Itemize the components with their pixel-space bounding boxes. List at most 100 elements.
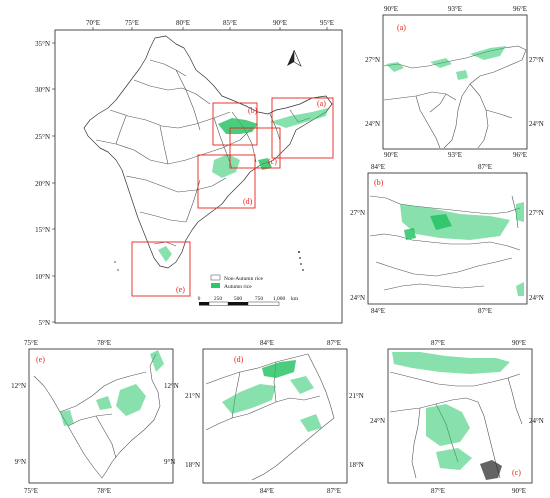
focus-box-b	[212, 102, 258, 146]
main-lon-tick: 70°E	[86, 19, 100, 27]
main-lon-tick: 90°E	[273, 19, 287, 27]
main-lon-tick: 80°E	[176, 19, 190, 27]
panel-b-left-tick: 24°N	[350, 294, 365, 302]
islands	[114, 251, 304, 271]
panel-d-right-tick: 21°N	[349, 392, 364, 400]
main-lat-tick: 10°N	[35, 273, 50, 281]
focus-box-e	[131, 241, 191, 297]
main-lat-tick: 30°N	[35, 86, 50, 94]
box-label-b: (b)	[248, 106, 258, 115]
main-map: 70°E 75°E 80°E 85°E 90°E 95°E 35°N 30°N …	[35, 19, 343, 327]
scale-label: 1,000	[273, 296, 286, 302]
panel-d-rice	[222, 360, 322, 432]
panel-b-right-tick: 24°N	[529, 294, 544, 302]
panel-a-right-tick: 24°N	[529, 120, 544, 128]
panel-a-rice	[386, 46, 506, 80]
scale-label: 250	[214, 296, 223, 302]
panel-a-bottom-tick: 90°E	[384, 151, 398, 159]
panel-a-top-tick: 90°E	[384, 5, 398, 13]
panel-e-top-tick: 78°E	[97, 339, 111, 347]
panel-a-bottom-tick: 93°E	[448, 151, 462, 159]
panel-e: 75°E 78°E 75°E 78°E 12°N 9°N 12°N 9°N (e…	[11, 339, 179, 495]
legend-swatch-non-autumn	[210, 274, 221, 281]
panel-d-frame	[202, 348, 348, 484]
panel-a-left-tick: 27°N	[365, 56, 380, 64]
main-lat-tick: 35°N	[35, 40, 50, 48]
panel-a-top-tick: 96°E	[513, 5, 527, 13]
panel-c-left-tick: 24°N	[370, 417, 385, 425]
panel-b-rice	[400, 202, 524, 296]
legend: Non-Autumn rice Autumn rice	[210, 274, 264, 290]
panel-e-left-tick: 9°N	[15, 458, 26, 466]
panel-c-bottom-tick: 90°E	[512, 487, 526, 495]
panel-a-top-tick: 93°E	[448, 5, 462, 13]
panel-e-right-tick: 12°N	[164, 382, 179, 390]
main-lon-tick: 85°E	[223, 19, 237, 27]
panel-d-bottom-tick: 84°E	[260, 487, 274, 495]
main-lon-tick: 95°E	[320, 19, 334, 27]
panel-b: 84°E 87°E 84°E 87°E 27°N 24°N 27°N 24°N …	[350, 163, 544, 315]
panel-e-boundaries	[33, 353, 161, 479]
panel-e-top-tick: 75°E	[24, 339, 38, 347]
panel-c-bottom-tick: 87°E	[431, 487, 445, 495]
panel-c-boundaries	[389, 371, 523, 479]
panel-d-bottom-tick: 87°E	[327, 487, 341, 495]
main-lat-tick: 15°N	[35, 226, 50, 234]
panel-b-top-tick: 87°E	[478, 163, 492, 171]
panel-b-frame	[367, 172, 528, 305]
panel-b-left-tick: 27°N	[350, 209, 365, 217]
panel-b-letter: (b)	[374, 178, 384, 187]
panel-c: 87°E 90°E 87°E 90°E 24°N 24°N (c)	[370, 339, 544, 495]
panel-b-top-tick: 84°E	[371, 163, 385, 171]
panel-a-right-tick: 27°N	[529, 56, 544, 64]
panel-d-top-tick: 84°E	[260, 339, 274, 347]
panel-e-frame	[28, 348, 174, 484]
panel-d-top-tick: 87°E	[327, 339, 341, 347]
panel-e-bottom-tick: 78°E	[97, 487, 111, 495]
panel-d-boundaries	[205, 353, 335, 481]
panel-e-rice	[60, 350, 164, 426]
panel-a-bottom-tick: 96°E	[513, 151, 527, 159]
panel-e-left-tick: 12°N	[11, 382, 26, 390]
north-arrow-icon	[287, 49, 302, 67]
panel-c-right-tick: 24°N	[529, 417, 544, 425]
box-label-c: (c)	[268, 157, 277, 166]
panel-d-right-tick: 18°N	[349, 461, 364, 469]
box-label-d: (d)	[243, 197, 253, 206]
india-outline	[83, 35, 333, 269]
panel-b-bottom-tick: 87°E	[478, 307, 492, 315]
panel-a-boundaries	[383, 45, 527, 149]
legend-autumn: Autumn rice	[224, 284, 252, 290]
panel-c-top-tick: 90°E	[512, 339, 526, 347]
main-lat-tick: 5°N	[39, 319, 50, 327]
panel-b-right-tick: 27°N	[529, 209, 544, 217]
main-autumn-rice	[158, 108, 328, 262]
main-lat-tick: 25°N	[35, 133, 50, 141]
panel-e-right-tick: 9°N	[164, 458, 175, 466]
box-label-e: (e)	[176, 285, 185, 294]
main-map-frame	[54, 29, 343, 324]
scale-label: km	[291, 296, 299, 302]
panel-e-bottom-tick: 75°E	[24, 487, 38, 495]
panel-a: 90°E 93°E 96°E 90°E 93°E 96°E 27°N 24°N …	[365, 5, 544, 159]
panel-c-frame	[387, 348, 533, 484]
panel-a-left-tick: 24°N	[365, 120, 380, 128]
panel-b-bottom-tick: 84°E	[371, 307, 385, 315]
panel-c-top-tick: 87°E	[431, 339, 445, 347]
legend-non-autumn: Non-Autumn rice	[224, 276, 264, 282]
box-label-a: (a)	[317, 99, 326, 108]
panel-a-frame	[382, 14, 528, 150]
panel-a-letter: (a)	[397, 23, 406, 32]
scale-bar: 0 250 500 750 1,000 km	[198, 296, 299, 306]
scale-label: 750	[255, 296, 264, 302]
panel-b-boundaries	[369, 195, 521, 291]
scale-label: 0	[198, 296, 201, 302]
panel-c-rice	[392, 352, 510, 480]
main-lon-tick: 75°E	[125, 19, 139, 27]
panel-d-left-tick: 18°N	[185, 461, 200, 469]
panel-d: 84°E 87°E 84°E 87°E 21°N 18°N 21°N 18°N …	[185, 339, 364, 495]
panel-d-left-tick: 21°N	[185, 392, 200, 400]
legend-swatch-autumn	[211, 283, 220, 288]
focus-box-d	[197, 154, 256, 209]
